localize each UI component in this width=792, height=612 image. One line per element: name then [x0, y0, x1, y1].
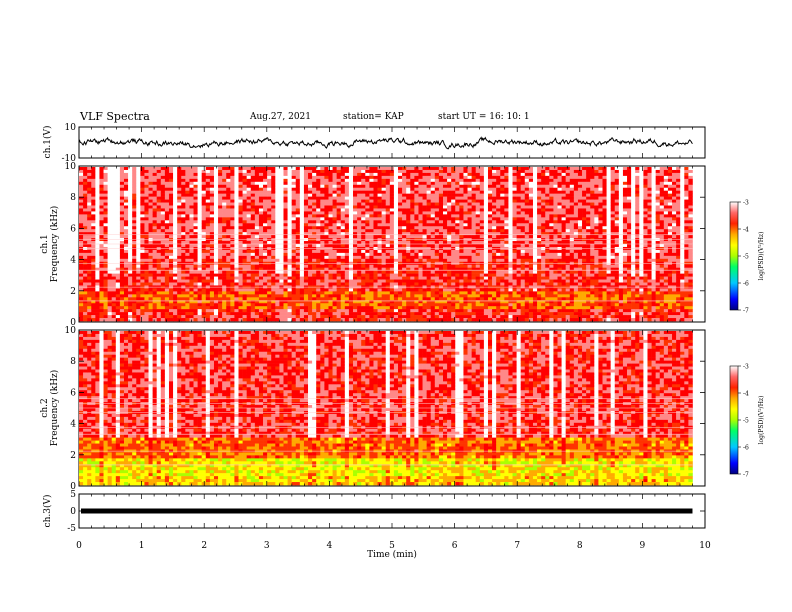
x-tick-label: 2: [201, 541, 207, 551]
ch1-spectrogram: [79, 167, 693, 321]
ch3-wave-ytick-label: 5: [70, 490, 76, 500]
ch1-wave-ytick-label: 10: [65, 123, 77, 133]
colorbar-tick-label: -7: [743, 308, 749, 315]
colorbar-tick-label: -7: [743, 472, 749, 479]
colorbar-tick-label: -3: [743, 364, 749, 371]
ch2-spectrogram-ylabel-b: Frequency (kHz): [49, 370, 60, 447]
ch3-waveform-ylabel: ch.3(V): [42, 495, 53, 528]
ch2-colorbar-label: log(PSD)(V²/Hz): [758, 396, 765, 445]
ch3-wave-ytick-label: 0: [70, 507, 76, 517]
x-tick-label: 4: [327, 541, 333, 551]
ch1-spectrogram-ylabel-b: Frequency (kHz): [49, 206, 60, 283]
ch2-spec-ytick-label: 6: [70, 388, 76, 398]
x-tick-label: 1: [139, 541, 145, 551]
ch2-spec-ytick-label: 2: [70, 451, 76, 461]
colorbar-tick-label: -3: [743, 200, 749, 207]
ch1-spec-ytick-label: 8: [70, 193, 76, 203]
ch3-wave-ytick-label: -5: [67, 524, 76, 534]
ch1-spec-ytick-label: 4: [70, 256, 76, 266]
colorbar-tick-label: -5: [743, 254, 749, 261]
ch1-spec-ytick-label: 6: [70, 224, 76, 234]
x-tick-label: 6: [452, 541, 458, 551]
colorbar-tick-label: -4: [743, 227, 749, 234]
ch3-waveform-trace: [81, 509, 692, 514]
x-tick-label: 0: [76, 541, 82, 551]
x-tick-label: 9: [640, 541, 646, 551]
x-tick-label: 10: [699, 541, 711, 551]
x-tick-label: 7: [514, 541, 520, 551]
x-axis-label: Time (min): [367, 549, 417, 560]
colorbar-tick-label: -6: [743, 445, 749, 452]
ch1-spec-ytick-label: 10: [65, 162, 77, 172]
vlf-figure: ch.1(V) ch.1 Frequency (kHz) ch.2 Freque…: [0, 0, 792, 612]
colorbar-tick-label: -4: [743, 391, 749, 398]
x-tick-label: 8: [577, 541, 583, 551]
ch1-waveform-ylabel: ch.1(V): [42, 126, 53, 159]
x-tick-label: 3: [264, 541, 270, 551]
colorbar-tick-label: -5: [743, 418, 749, 425]
ch2-spec-ytick-label: 10: [65, 326, 77, 336]
ch2-spec-ytick-label: 4: [70, 420, 76, 430]
ch2-spectrogram: [79, 331, 693, 485]
ch2-spec-ytick-label: 8: [70, 357, 76, 367]
ch2-spectrogram-ylabel-a: ch.2: [40, 398, 50, 417]
colorbar-tick-label: -6: [743, 281, 749, 288]
ch1-spectrogram-ylabel-a: ch.1: [40, 234, 50, 253]
ch2-colorbar: -3 -4 -5 -6 -7 log(PSD)(V²/Hz): [730, 364, 765, 479]
ch3-trace-band: [81, 509, 692, 514]
ch1-spec-ytick-label: 2: [70, 287, 76, 297]
ch1-colorbar-label: log(PSD)(V²/Hz): [758, 232, 765, 281]
ch1-colorbar: -3 -4 -5 -6 -7 log(PSD)(V²/Hz): [730, 200, 765, 315]
